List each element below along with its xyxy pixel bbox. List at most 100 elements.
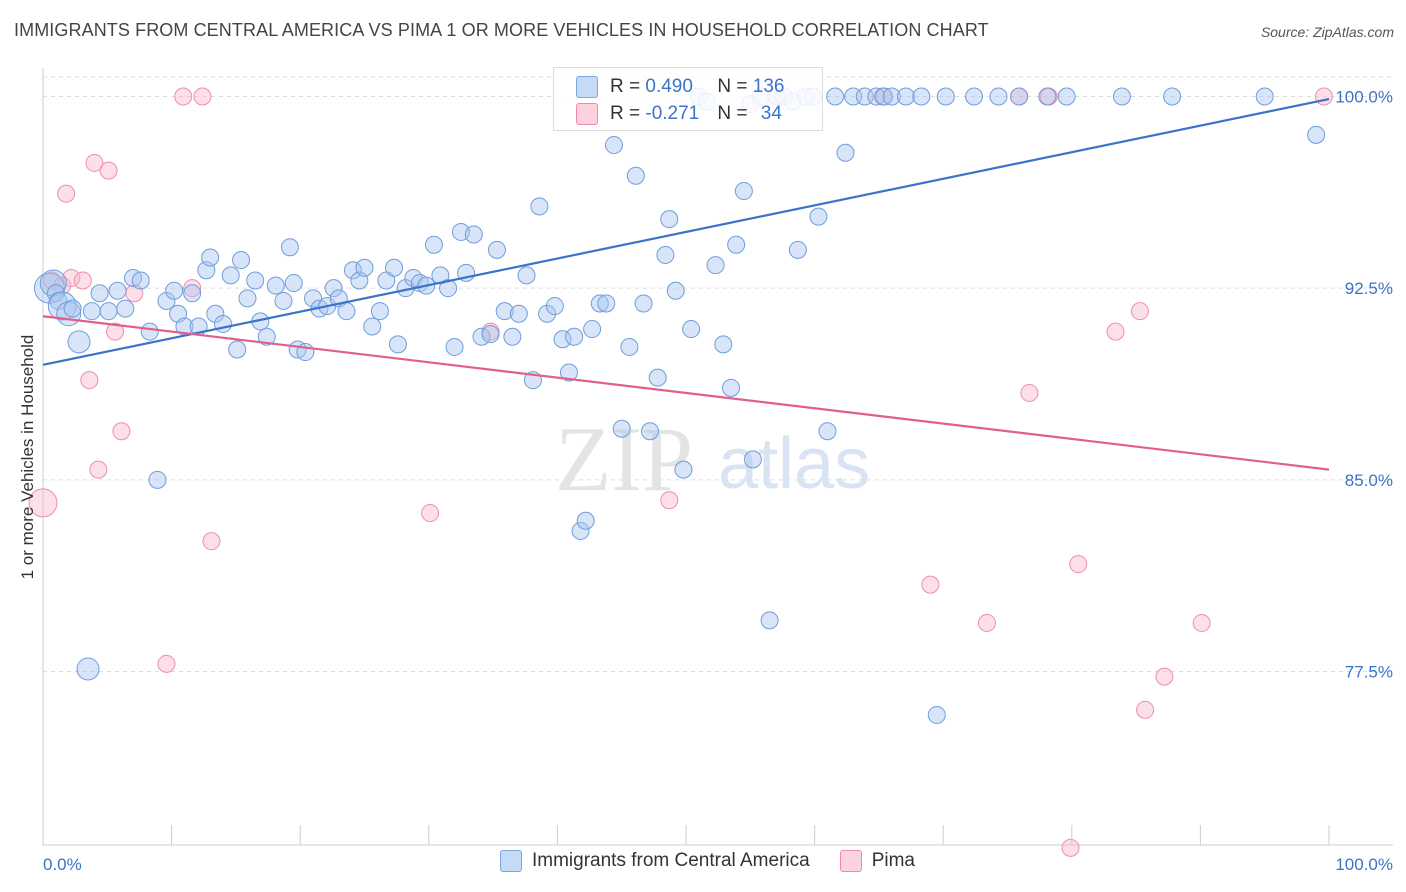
central-america-point — [509, 304, 528, 323]
trend-line-central-america — [42, 97, 1330, 366]
central-america-point — [324, 279, 343, 298]
tick-labels: 0.0% 100.0% 100.0% 92.5% 85.0% 77.5% — [42, 88, 1393, 874]
central-america-point — [760, 611, 779, 630]
central-america-point — [743, 450, 762, 469]
central-america-point — [183, 284, 202, 303]
grid-lines — [43, 76, 1393, 672]
central-america-point — [1112, 87, 1131, 106]
pima-point — [202, 532, 221, 551]
pink-n-label: N = — [717, 103, 753, 124]
pima-point — [157, 654, 176, 673]
axes — [42, 68, 1393, 846]
central-america-point — [722, 378, 741, 397]
central-america-point — [1038, 87, 1057, 106]
pink-r-label: R = — [610, 103, 646, 124]
central-america-point — [640, 422, 659, 441]
central-america-point — [809, 207, 828, 226]
central-america-point — [896, 87, 915, 106]
legend-item-central-america: Immigrants from Central America — [500, 850, 810, 872]
central-america-point — [517, 266, 536, 285]
central-america-point — [274, 291, 293, 310]
blue-swatch — [576, 76, 598, 98]
central-america-point — [1057, 87, 1076, 106]
central-america-point — [246, 271, 265, 290]
pima-point — [1192, 613, 1211, 632]
pima-point — [57, 184, 76, 203]
central-america-point — [927, 705, 946, 724]
pima-point — [1155, 667, 1174, 686]
central-america-point — [266, 276, 285, 295]
legend-swatch-blue — [500, 850, 522, 872]
central-america-point — [108, 281, 127, 300]
central-america-point — [1255, 87, 1274, 106]
central-america-point — [867, 87, 886, 106]
pink-r-value: -0.271 — [645, 103, 700, 124]
y-tick-label: 92.5% — [1345, 279, 1393, 298]
pima-point — [73, 271, 92, 290]
pima-point — [85, 153, 104, 172]
central-america-point — [280, 238, 299, 257]
source-label: Source: ZipAtlas.com — [1260, 24, 1394, 40]
legend-swatch-pink — [839, 850, 862, 872]
central-america-point — [76, 657, 100, 681]
pima-point — [1130, 302, 1149, 321]
central-america-point — [612, 419, 631, 438]
central-america-point — [363, 317, 382, 336]
pima-point — [193, 87, 212, 106]
watermark-zip: ZIP — [555, 408, 693, 510]
y-tick-label: 77.5% — [1345, 663, 1393, 682]
pima-point — [977, 613, 996, 632]
legend-item-pima: Pima — [839, 850, 915, 872]
pima-point — [1020, 383, 1039, 402]
pima-points — [28, 87, 1333, 857]
central-america-point — [626, 166, 645, 185]
central-america-point — [571, 521, 590, 540]
central-america-point — [232, 251, 251, 270]
central-america-point — [714, 335, 733, 354]
central-america-point — [257, 327, 276, 346]
central-america-point — [385, 258, 404, 277]
central-america-point — [734, 182, 753, 201]
stats-legend: R = 0.490 N = 136 R = -0.271 N = 34 — [553, 67, 823, 131]
blue-r-label: R = — [610, 76, 646, 97]
central-america-point — [481, 325, 500, 344]
central-america-point — [1307, 125, 1326, 144]
central-america-point — [495, 302, 514, 321]
pima-point — [660, 491, 679, 510]
bottom-legend: Immigrants from Central America Pima — [500, 850, 945, 872]
central-america-point — [965, 87, 984, 106]
pima-point — [174, 87, 193, 106]
central-america-point — [165, 281, 184, 300]
central-america-point — [464, 225, 483, 244]
central-america-point — [553, 330, 572, 349]
y-tick-label: 85.0% — [1345, 471, 1393, 490]
central-america-point — [836, 143, 855, 162]
central-america-point — [228, 340, 247, 359]
central-america-point — [634, 294, 653, 313]
central-america-point — [503, 327, 522, 346]
trend-lines — [42, 97, 1330, 471]
pink-swatch — [576, 103, 598, 125]
central-america-point — [648, 368, 667, 387]
pima-point — [1136, 700, 1155, 719]
central-america-point — [682, 320, 701, 339]
central-america-point — [370, 302, 389, 321]
central-america-point — [99, 302, 118, 321]
central-america-point — [604, 136, 623, 155]
stats-row-blue: R = 0.490 N = 136 — [576, 76, 784, 98]
watermark-atlas: atlas — [718, 424, 870, 504]
legend-label-pink: Pima — [871, 850, 915, 871]
central-america-point — [238, 289, 257, 308]
central-america-point — [565, 327, 584, 346]
central-america-point — [1010, 87, 1029, 106]
pima-point — [80, 371, 99, 390]
pima-point — [1106, 322, 1125, 341]
y-axis-label: 1 or more Vehicles in Household — [18, 335, 37, 580]
pima-point — [89, 460, 108, 479]
central-america-point — [439, 279, 458, 298]
central-america-point — [660, 210, 679, 229]
central-america-point — [157, 291, 176, 310]
central-america-point — [487, 240, 506, 259]
pima-point — [1069, 555, 1088, 574]
